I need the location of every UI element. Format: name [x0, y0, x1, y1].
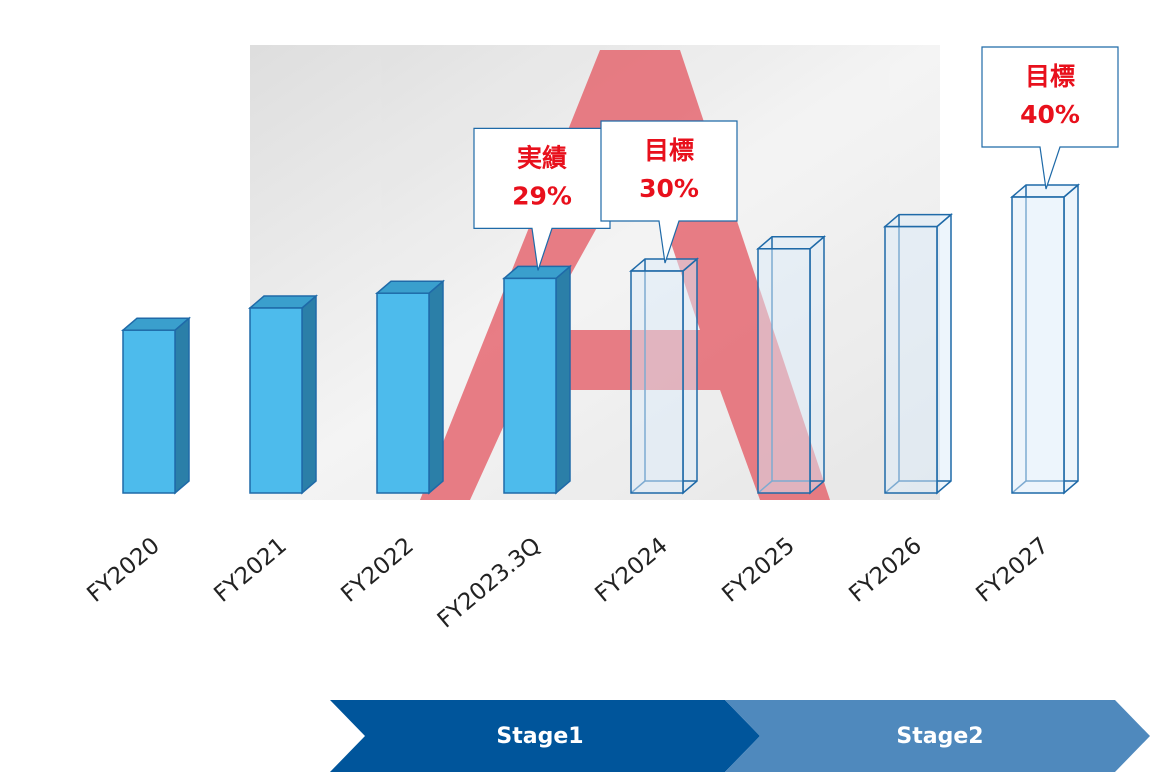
callout-box: [981, 46, 1119, 190]
value-label: 30%: [639, 174, 699, 203]
bar-side: [809, 235, 825, 495]
bar: [1011, 196, 1065, 494]
bar: [249, 307, 303, 494]
stage-arrow: [725, 700, 1150, 772]
bar: [884, 225, 938, 494]
bar: [376, 292, 430, 494]
x-tick-label: FY2020: [82, 533, 164, 608]
background-photo: [250, 45, 940, 500]
x-tick-label: FY2022: [336, 533, 418, 608]
x-tick-label: FY2025: [717, 533, 799, 608]
bar: [122, 329, 176, 494]
bar-side: [428, 279, 444, 495]
bar-side: [936, 212, 952, 495]
callout-title: 目標: [644, 136, 694, 165]
value-label: 29%: [512, 181, 572, 210]
bar: [503, 277, 557, 494]
bar: [630, 270, 684, 494]
stage-arrow: [330, 700, 760, 772]
bar-side: [174, 316, 190, 495]
x-tick-label: FY2021: [209, 533, 291, 608]
x-tick-label: FY2026: [844, 533, 926, 608]
stage-label: Stage2: [896, 724, 983, 749]
callout-title: 目標: [1025, 62, 1075, 91]
stage-label: Stage1: [496, 724, 583, 749]
bar-side: [682, 257, 698, 495]
x-tick-label: FY2027: [971, 533, 1053, 608]
bar-side: [555, 264, 571, 495]
bar-side: [1063, 183, 1079, 495]
bar: [757, 248, 811, 494]
value-label: 40%: [1020, 100, 1080, 129]
callout-title: 実績: [517, 143, 567, 172]
callout-box: [600, 120, 738, 264]
x-tick-label: FY2023.3Q: [433, 533, 546, 634]
x-tick-label: FY2024: [590, 533, 672, 608]
bar-side: [301, 294, 317, 495]
